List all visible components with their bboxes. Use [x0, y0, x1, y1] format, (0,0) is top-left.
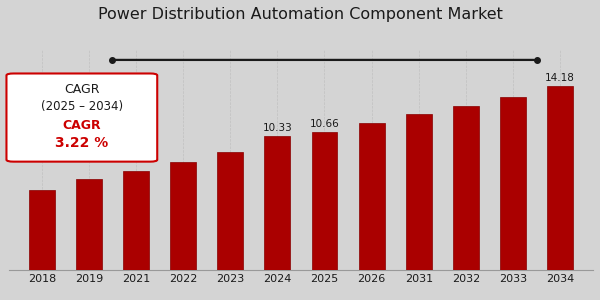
Bar	[29, 190, 55, 270]
Text: CAGR: CAGR	[62, 119, 101, 133]
Bar	[547, 86, 573, 270]
Text: 10.33: 10.33	[263, 123, 292, 134]
Text: 10.66: 10.66	[310, 119, 340, 129]
Text: (2025 – 2034): (2025 – 2034)	[41, 100, 123, 113]
Bar	[311, 132, 337, 270]
Text: 3.22 %: 3.22 %	[55, 136, 109, 150]
FancyBboxPatch shape	[7, 74, 157, 162]
Title: Power Distribution Automation Component Market: Power Distribution Automation Component …	[98, 7, 503, 22]
Bar	[265, 136, 290, 270]
Bar	[76, 179, 102, 270]
Text: CAGR: CAGR	[64, 83, 100, 96]
Bar	[217, 152, 243, 270]
Bar	[453, 106, 479, 270]
Bar	[500, 97, 526, 270]
Bar	[406, 114, 431, 270]
Bar	[123, 171, 149, 270]
Bar	[170, 162, 196, 270]
Text: 14.18: 14.18	[545, 74, 575, 83]
Bar	[359, 123, 385, 270]
